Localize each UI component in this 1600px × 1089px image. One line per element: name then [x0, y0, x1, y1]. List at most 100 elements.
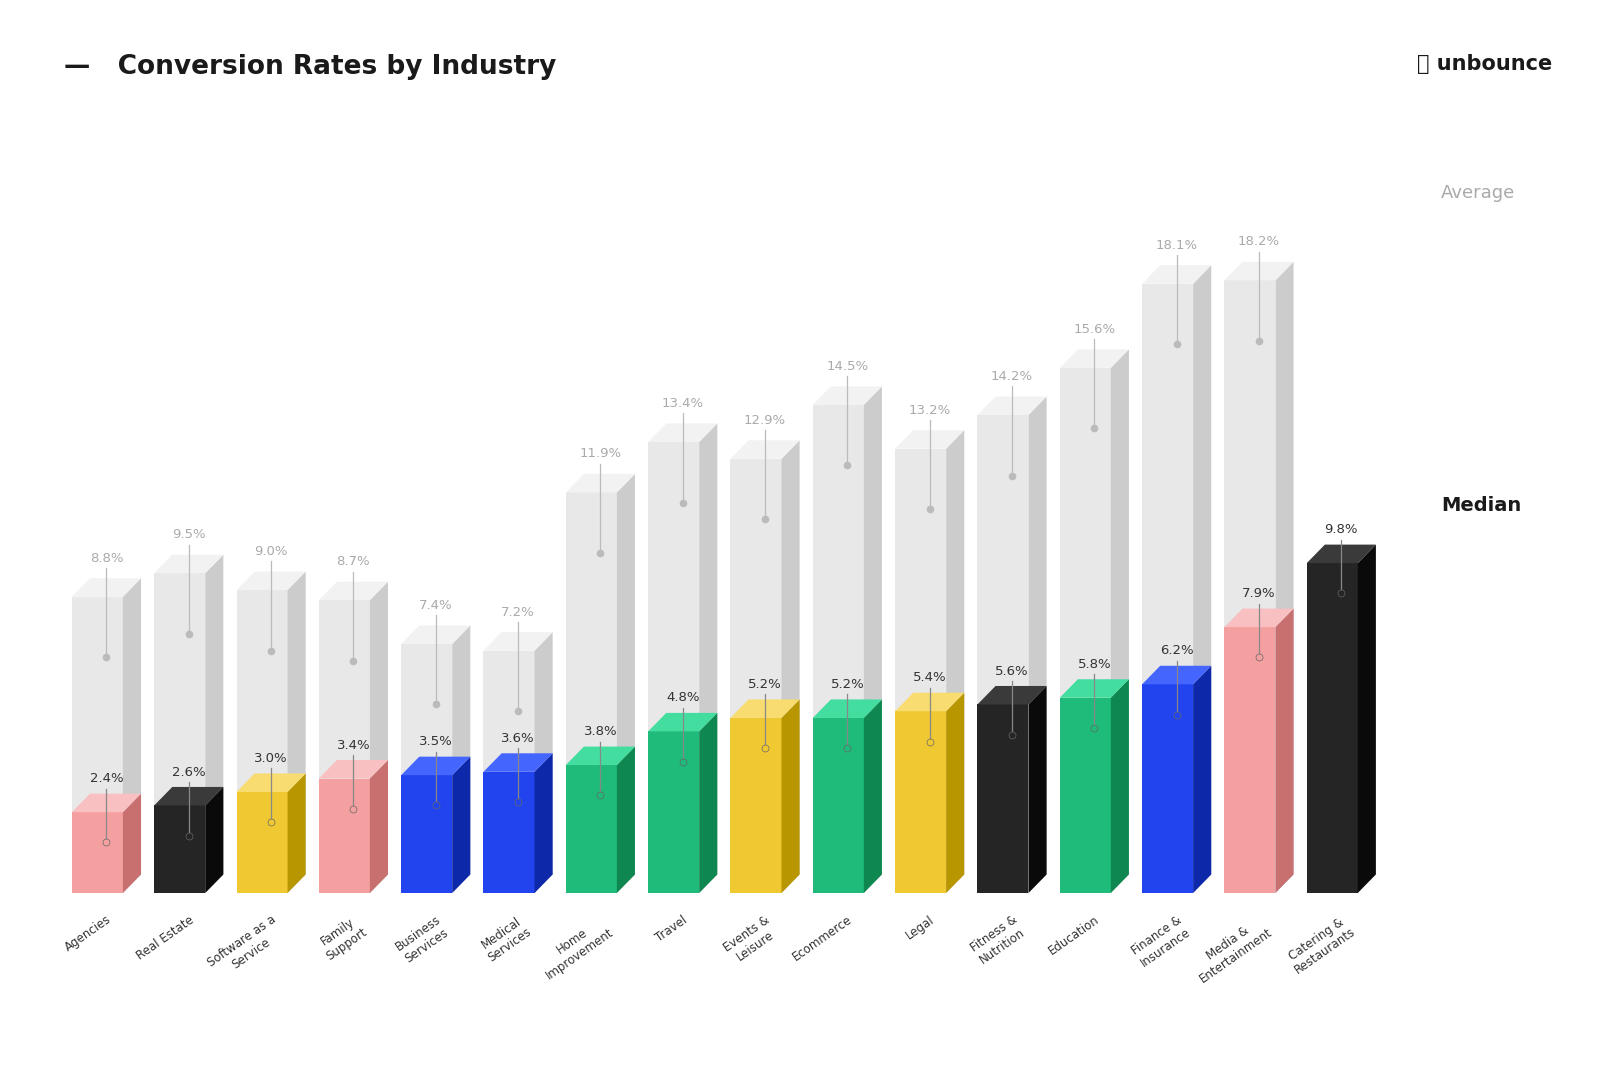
Text: 8.7%: 8.7% [336, 555, 370, 568]
Text: 3.6%: 3.6% [501, 732, 534, 745]
Text: ⦸ unbounce: ⦸ unbounce [1416, 54, 1552, 74]
Polygon shape [72, 578, 141, 597]
Polygon shape [1059, 350, 1130, 368]
Polygon shape [402, 644, 453, 893]
Text: 12.9%: 12.9% [744, 414, 786, 427]
Polygon shape [483, 632, 552, 650]
Polygon shape [72, 597, 123, 893]
Text: 11.9%: 11.9% [579, 448, 621, 461]
Polygon shape [453, 625, 470, 893]
Polygon shape [237, 773, 306, 792]
Text: 5.2%: 5.2% [830, 678, 864, 692]
Text: 7.9%: 7.9% [1242, 587, 1275, 600]
Polygon shape [1224, 280, 1275, 893]
Text: Travel: Travel [654, 914, 690, 944]
Polygon shape [1142, 266, 1211, 284]
Text: 5.2%: 5.2% [749, 678, 782, 692]
Polygon shape [72, 812, 123, 893]
Text: 5.8%: 5.8% [1077, 658, 1110, 671]
Text: Software as a
Service: Software as a Service [205, 914, 286, 982]
Polygon shape [1029, 396, 1046, 893]
Polygon shape [566, 492, 618, 893]
Text: Real Estate: Real Estate [134, 914, 197, 962]
Text: 2.6%: 2.6% [171, 766, 205, 779]
Polygon shape [894, 711, 946, 893]
Text: 3.0%: 3.0% [254, 752, 288, 766]
Polygon shape [699, 713, 717, 893]
Text: Business
Services: Business Services [394, 914, 451, 966]
Polygon shape [154, 787, 224, 806]
Text: 2.4%: 2.4% [90, 772, 123, 785]
Polygon shape [946, 693, 965, 893]
Polygon shape [813, 387, 882, 405]
Text: Home
Improvement: Home Improvement [536, 914, 616, 981]
Polygon shape [813, 718, 864, 893]
Text: 3.5%: 3.5% [419, 735, 453, 748]
Text: 18.1%: 18.1% [1155, 238, 1198, 252]
Text: 15.6%: 15.6% [1074, 323, 1115, 335]
Polygon shape [1275, 609, 1293, 893]
Polygon shape [618, 474, 635, 893]
Text: 5.4%: 5.4% [914, 671, 947, 684]
Polygon shape [1224, 261, 1293, 280]
Text: 9.0%: 9.0% [254, 546, 288, 558]
Text: Medical
Services: Medical Services [477, 914, 534, 965]
Polygon shape [154, 573, 205, 893]
Polygon shape [978, 396, 1046, 415]
Polygon shape [781, 699, 800, 893]
Text: Fitness &
Nutrition: Fitness & Nutrition [968, 914, 1029, 967]
Polygon shape [402, 775, 453, 893]
Polygon shape [566, 747, 635, 766]
Text: 9.5%: 9.5% [171, 528, 205, 541]
Polygon shape [813, 405, 864, 893]
Text: 7.4%: 7.4% [419, 599, 453, 612]
Polygon shape [237, 792, 288, 893]
Polygon shape [731, 699, 800, 718]
Polygon shape [123, 794, 141, 893]
Polygon shape [1142, 284, 1194, 893]
Polygon shape [205, 554, 224, 893]
Text: Family
Support: Family Support [315, 914, 370, 963]
Text: Education: Education [1046, 914, 1102, 957]
Text: Events &
Leisure: Events & Leisure [722, 914, 781, 966]
Polygon shape [978, 415, 1029, 893]
Text: —   Conversion Rates by Industry: — Conversion Rates by Industry [64, 54, 557, 81]
Polygon shape [731, 718, 781, 893]
Polygon shape [648, 424, 717, 442]
Polygon shape [1110, 680, 1130, 893]
Polygon shape [1142, 684, 1194, 893]
Text: Agencies: Agencies [62, 914, 114, 954]
Polygon shape [1029, 686, 1046, 893]
Text: Average: Average [1442, 184, 1515, 201]
Polygon shape [72, 794, 141, 812]
Polygon shape [781, 440, 800, 893]
Polygon shape [318, 600, 370, 893]
Polygon shape [483, 772, 534, 893]
Polygon shape [618, 747, 635, 893]
Polygon shape [1224, 627, 1275, 893]
Polygon shape [566, 766, 618, 893]
Polygon shape [1275, 261, 1293, 893]
Polygon shape [1358, 544, 1376, 893]
Text: Legal: Legal [904, 914, 938, 942]
Polygon shape [483, 754, 552, 772]
Polygon shape [453, 757, 470, 893]
Polygon shape [864, 699, 882, 893]
Polygon shape [813, 699, 882, 718]
Polygon shape [402, 757, 470, 775]
Polygon shape [946, 430, 965, 893]
Polygon shape [1142, 665, 1211, 684]
Polygon shape [1224, 609, 1293, 627]
Polygon shape [534, 754, 552, 893]
Polygon shape [154, 554, 224, 573]
Text: 9.8%: 9.8% [1325, 523, 1358, 536]
Text: Media &
Entertainment: Media & Entertainment [1189, 914, 1275, 986]
Polygon shape [1110, 350, 1130, 893]
Polygon shape [894, 693, 965, 711]
Polygon shape [566, 474, 635, 492]
Polygon shape [648, 713, 717, 732]
Text: 3.8%: 3.8% [584, 725, 618, 738]
Text: 13.2%: 13.2% [909, 404, 950, 417]
Polygon shape [318, 779, 370, 893]
Polygon shape [894, 430, 965, 449]
